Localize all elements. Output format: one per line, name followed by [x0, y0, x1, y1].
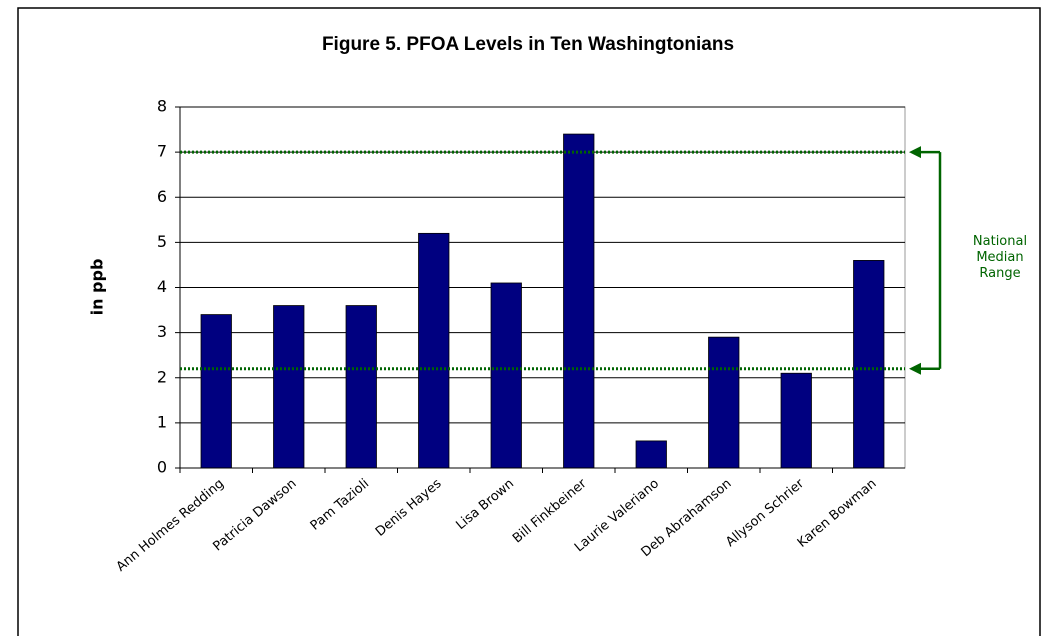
y-tick-label: 0 — [157, 458, 167, 477]
bar — [490, 282, 522, 469]
y-tick-label: 6 — [157, 187, 167, 206]
bar — [708, 336, 740, 469]
y-tick-label: 8 — [157, 97, 167, 116]
arrow-head — [909, 362, 921, 375]
annotation: National Median Range — [972, 234, 1028, 281]
bar — [635, 440, 667, 469]
y-tick-label: 1 — [157, 412, 167, 431]
chart-frame — [17, 7, 1041, 636]
y-tick-label: 7 — [157, 142, 167, 161]
bar — [273, 305, 305, 469]
y-axis-label: in ppb — [88, 259, 107, 316]
y-tick-label: 5 — [157, 232, 167, 251]
bar — [853, 260, 885, 469]
y-tick-label: 2 — [157, 367, 167, 386]
bar — [563, 133, 595, 469]
bar — [345, 305, 377, 469]
bar — [200, 314, 232, 469]
bar — [780, 372, 812, 469]
arrow-head — [909, 146, 921, 159]
chart-title: Figure 5. PFOA Levels in Ten Washingtoni… — [322, 34, 734, 55]
y-tick-label: 4 — [157, 277, 167, 296]
bar — [418, 232, 450, 469]
y-tick-label: 3 — [157, 322, 167, 341]
